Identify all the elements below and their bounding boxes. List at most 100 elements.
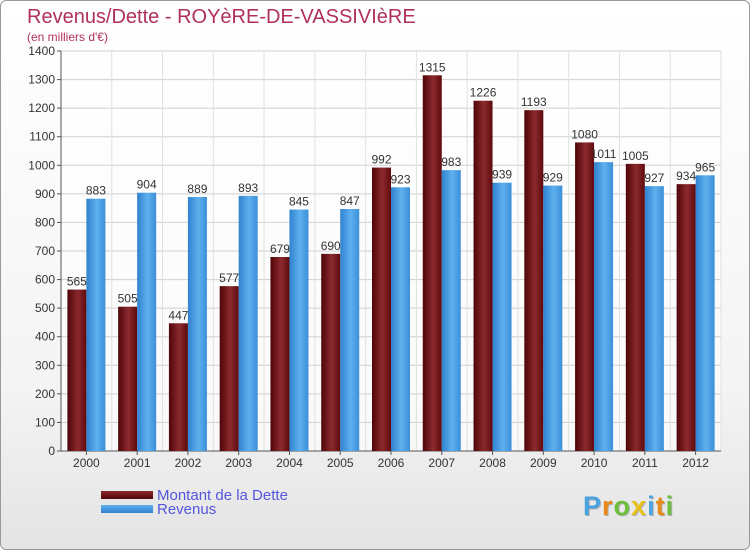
bar-revenue [187, 197, 207, 451]
bar-revenue [492, 182, 512, 451]
logo-letter: x [631, 491, 648, 521]
legend-item-revenue: Revenus [101, 500, 217, 518]
logo-letter: r [602, 491, 614, 521]
x-tick-label: 2005 [327, 456, 354, 470]
data-label-revenue: 983 [441, 155, 461, 169]
bar-debt [625, 163, 645, 451]
chart-title: Revenus/Dette - ROYèRE-DE-VASSIVIèRE [27, 6, 416, 28]
data-label-debt: 447 [168, 308, 188, 322]
bar-revenue [695, 175, 715, 452]
bar-layer [67, 75, 715, 452]
x-tick-label: 2008 [479, 456, 506, 470]
legend-label-debt: Montant de la Dette [157, 486, 288, 504]
bar-debt [321, 253, 341, 451]
data-label-debt: 1315 [419, 60, 446, 74]
data-label-revenue: 847 [340, 194, 360, 208]
bar-revenue [644, 186, 664, 451]
chart-subtitle: (en milliers d'€) [27, 30, 108, 44]
bar-revenue [137, 192, 157, 451]
bar-revenue [543, 185, 563, 452]
axis-layer: 0 100 200 300 400 500 600 700 800 900 1000 1100 1200… [28, 44, 721, 470]
y-tick-label: 800 [35, 215, 55, 229]
y-tick-label: 700 [35, 244, 55, 258]
data-label-revenue: 904 [137, 178, 157, 192]
x-tick-label: 2007 [428, 456, 455, 470]
legend-item-debt: Montant de la Dette [101, 486, 288, 504]
data-label-revenue: 845 [289, 195, 309, 209]
y-tick-label: 500 [35, 301, 55, 315]
logo-letter: P [583, 491, 603, 521]
x-tick-label: 2004 [276, 456, 303, 470]
data-label-revenue: 927 [644, 171, 664, 185]
bar-revenue [340, 209, 360, 451]
data-label-debt: 1080 [571, 127, 598, 141]
x-tick-label: 2009 [530, 456, 557, 470]
data-label-debt: 565 [67, 275, 87, 289]
bar-debt [270, 257, 290, 451]
data-label-revenue: 929 [543, 171, 563, 185]
data-label-debt: 577 [219, 271, 239, 285]
y-tick-label: 300 [35, 358, 55, 372]
bar-revenue [238, 195, 258, 451]
bar-revenue [289, 209, 309, 451]
data-label-revenue: 939 [492, 168, 512, 182]
x-tick-label: 2006 [378, 456, 405, 470]
x-tick-label: 2002 [175, 456, 202, 470]
data-label-debt: 505 [118, 292, 138, 306]
x-tick-label: 2001 [124, 456, 151, 470]
logo-letter: t [655, 491, 666, 521]
legend-swatch-debt [101, 491, 153, 499]
bar-debt [473, 100, 493, 451]
data-label-debt: 1193 [521, 95, 547, 109]
x-tick-label: 2012 [682, 456, 709, 470]
x-tick-label: 2011 [632, 456, 658, 470]
bar-debt [524, 110, 544, 452]
y-tick-label: 200 [35, 387, 55, 401]
y-tick-label: 1100 [29, 130, 55, 144]
y-tick-label: 1000 [28, 158, 55, 172]
x-tick-label: 2003 [225, 456, 252, 470]
bar-revenue [594, 162, 614, 451]
y-tick-label: 600 [35, 273, 55, 287]
data-label-revenue: 893 [238, 181, 258, 195]
y-tick-label: 0 [48, 444, 55, 458]
logo-letter: i [647, 491, 656, 521]
data-label-debt: 679 [270, 242, 290, 256]
bar-debt [422, 75, 442, 452]
data-label-debt: 1005 [622, 149, 649, 163]
legend-label-revenue: Revenus [157, 500, 217, 518]
legend-swatch-revenue [101, 505, 153, 513]
logo-letter: o [613, 491, 632, 521]
bar-debt [575, 142, 595, 451]
y-tick-label: 400 [35, 330, 55, 344]
bar-debt [67, 289, 87, 451]
logo-letter: i [665, 491, 675, 521]
bar-revenue [86, 198, 106, 451]
data-label-revenue: 883 [86, 184, 106, 198]
x-tick-label: 2010 [581, 456, 608, 470]
data-label-debt: 934 [676, 169, 696, 183]
y-tick-label: 1200 [28, 101, 55, 115]
y-tick-label: 100 [35, 415, 55, 429]
y-tick-label: 1400 [28, 44, 55, 58]
y-tick-label: 1300 [28, 73, 55, 87]
data-label-revenue: 889 [187, 182, 207, 196]
bar-revenue [441, 170, 461, 451]
bar-debt [168, 323, 188, 451]
data-label-debt: 690 [321, 239, 341, 253]
x-tick-label: 2000 [73, 456, 100, 470]
data-label-debt: 992 [371, 153, 391, 167]
bar-debt [372, 167, 391, 452]
data-label-revenue: 1011 [591, 147, 617, 161]
proxiti-logo: Proxiti [583, 491, 674, 522]
data-label-revenue: 923 [390, 172, 410, 186]
y-tick-label: 900 [35, 187, 55, 201]
label-layer: 565 883 505 904 447 889 577 893 679 845 690 847 992 9… [67, 60, 716, 322]
data-label-debt: 1226 [470, 86, 497, 100]
bar-debt [219, 286, 239, 451]
bar-debt [118, 306, 138, 451]
bar-revenue [391, 187, 410, 452]
bar-debt [676, 184, 696, 451]
